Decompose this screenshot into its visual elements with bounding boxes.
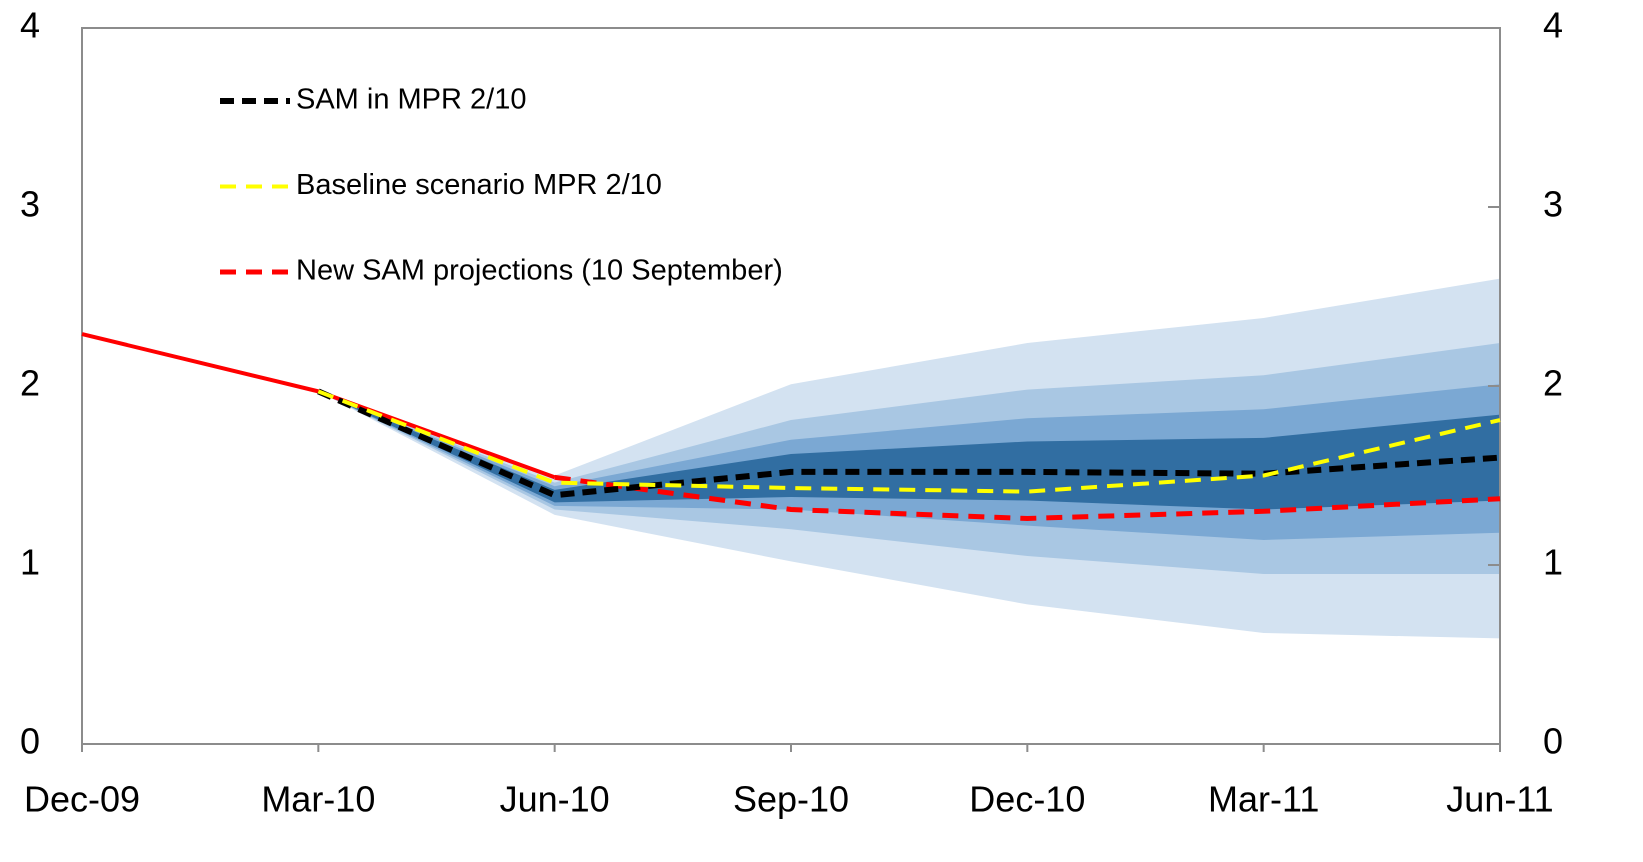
fan-band xyxy=(318,391,1500,510)
x-tick-label: Jun-11 xyxy=(1446,779,1553,820)
y2-tick-label: 4 xyxy=(1543,5,1563,46)
x-tick-label: Mar-11 xyxy=(1208,779,1319,820)
legend-label: Baseline scenario MPR 2/10 xyxy=(296,169,662,201)
y2-tick-label: 1 xyxy=(1543,542,1563,583)
series-line xyxy=(554,474,1501,521)
y-tick-label: 3 xyxy=(20,184,40,225)
x-tick-label: Jun-10 xyxy=(500,779,610,820)
series-line xyxy=(317,389,1501,494)
series-line xyxy=(81,332,556,480)
y-tick-label: 0 xyxy=(20,721,40,762)
x-tick-label: Dec-10 xyxy=(969,779,1085,820)
y-tick-label: 4 xyxy=(20,5,40,46)
x-tick-label: Mar-10 xyxy=(261,779,375,820)
y2-tick-label: 3 xyxy=(1543,184,1563,225)
y2-tick-label: 2 xyxy=(1543,363,1563,404)
y2-tick-label: 0 xyxy=(1543,721,1563,762)
x-tick-label: Dec-09 xyxy=(24,779,140,820)
legend-label: New SAM projections (10 September) xyxy=(296,255,783,287)
x-tick-label: Sep-10 xyxy=(733,779,849,820)
y-tick-label: 1 xyxy=(20,542,40,583)
y-tick-label: 2 xyxy=(20,363,40,404)
legend-label: SAM in MPR 2/10 xyxy=(296,84,526,116)
